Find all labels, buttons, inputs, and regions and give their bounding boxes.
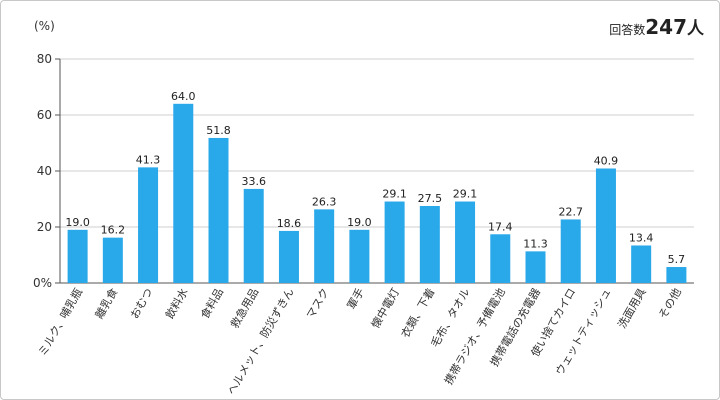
bar (631, 245, 652, 283)
data-label: 22.7 (558, 205, 583, 218)
bar (208, 137, 229, 283)
data-label: 29.1 (382, 188, 407, 201)
bar (278, 230, 299, 283)
bar (455, 201, 476, 283)
bar (525, 251, 546, 283)
category-label: 離乳食 (92, 286, 121, 322)
data-label: 17.4 (488, 220, 513, 233)
bar (173, 103, 194, 283)
data-label: 33.6 (241, 175, 266, 188)
respondent-count-value: 247 (645, 15, 687, 39)
y-tick-label: 40 (37, 164, 52, 178)
bar (560, 219, 581, 283)
category-label: 軍手 (344, 286, 367, 312)
data-label: 64.0 (171, 90, 196, 103)
category-label: マスク (304, 286, 332, 321)
bar (314, 209, 335, 283)
category-label: 携帯ラジオ、予備電池 (441, 286, 508, 388)
bar (349, 229, 370, 283)
category-label: その他 (656, 286, 684, 321)
data-label: 41.3 (136, 153, 161, 166)
data-label: 11.3 (523, 237, 548, 250)
bar (138, 167, 159, 283)
bar (490, 234, 511, 283)
data-label: 19.0 (347, 216, 372, 229)
data-label: 18.6 (277, 217, 302, 230)
y-tick-label: 80 (37, 52, 52, 66)
category-label: 衣類、下着 (398, 286, 438, 341)
category-label: 飲料水 (162, 286, 191, 322)
y-tick-label: 60 (37, 108, 52, 122)
data-label: 29.1 (453, 188, 478, 201)
category-label: ミルク、哺乳瓶 (35, 286, 85, 359)
data-label: 40.9 (594, 154, 619, 167)
data-label: 26.3 (312, 195, 337, 208)
category-label: おむつ (128, 286, 156, 321)
category-label: 救急用品 (227, 286, 261, 331)
bar (102, 237, 123, 283)
category-label: ヘルメット、防災ずきん (224, 286, 297, 398)
respondent-count-label: 回答数 (609, 23, 646, 37)
data-label: 27.5 (418, 192, 443, 205)
data-label: 51.8 (206, 124, 231, 137)
category-label: 食料品 (197, 286, 226, 322)
category-label: 洗面用具 (616, 286, 649, 331)
y-tick-label: 20 (37, 220, 52, 234)
y-tick-label: 0% (33, 276, 52, 290)
respondent-count: 回答数247人 (609, 14, 704, 39)
bar (595, 168, 616, 283)
bar (419, 206, 440, 283)
y-axis-unit-label: (%) (34, 19, 55, 33)
bar (666, 267, 687, 283)
data-label: 16.2 (101, 224, 126, 237)
data-label: 19.0 (65, 216, 90, 229)
category-label: 懐中電灯 (368, 286, 402, 331)
bar (67, 229, 88, 283)
data-label: 13.4 (629, 231, 654, 244)
bar (243, 188, 264, 283)
respondent-count-unit: 人 (687, 19, 704, 39)
data-label: 5.7 (668, 253, 686, 266)
bar (384, 201, 405, 283)
